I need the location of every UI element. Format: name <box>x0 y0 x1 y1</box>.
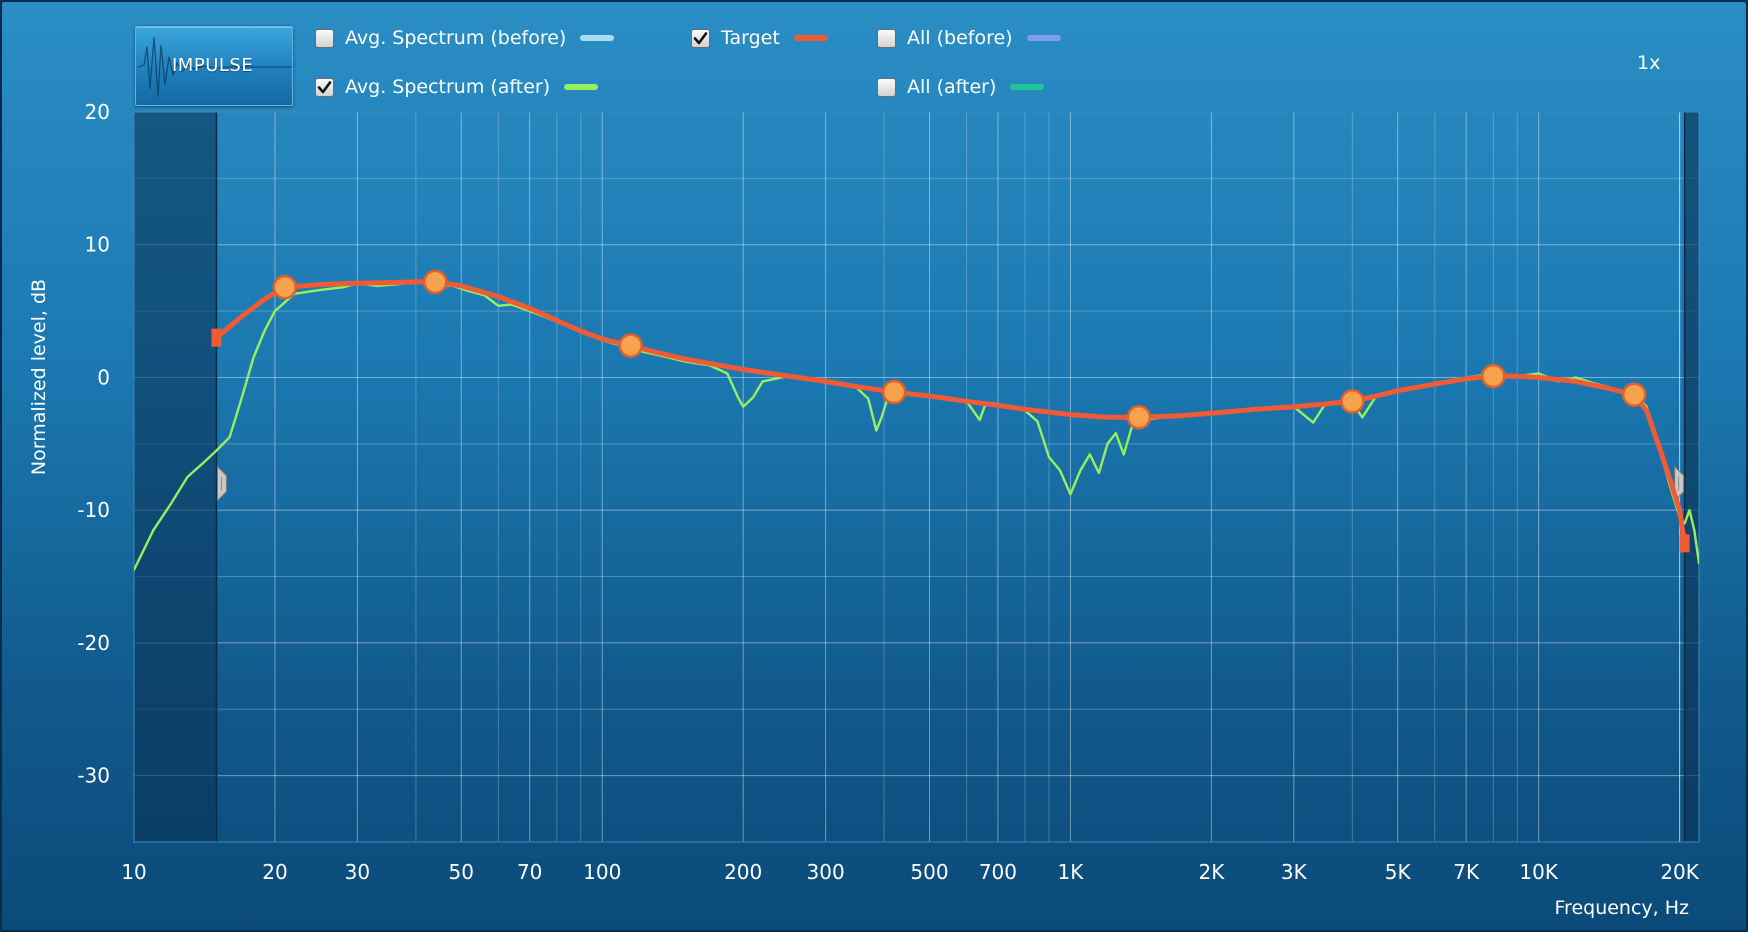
legend-target[interactable]: Target <box>691 23 828 53</box>
y-tick-label: -30 <box>77 764 110 788</box>
legend-avg-spectrum-before[interactable]: Avg. Spectrum (before) <box>315 23 615 53</box>
x-tick-label: 500 <box>910 860 948 884</box>
target-end-marker <box>1679 534 1690 553</box>
x-tick-label: 1K <box>1058 860 1085 884</box>
low-limit-shade <box>134 112 217 842</box>
y-tick-label: 0 <box>97 365 110 389</box>
x-tick-label: 200 <box>724 860 762 884</box>
legend-swatch-avg-spectrum-before <box>580 35 615 41</box>
checkbox-all-after[interactable] <box>877 77 896 97</box>
checkbox-avg-spectrum-after[interactable] <box>315 77 334 97</box>
x-tick-label: 50 <box>449 860 474 884</box>
target-control-point[interactable] <box>1340 389 1365 414</box>
target-control-point[interactable] <box>423 269 448 295</box>
legend-label-target: Target <box>721 27 780 49</box>
x-axis-title: Frequency, Hz <box>1555 897 1690 919</box>
legend-all-after[interactable]: All (after) <box>877 72 1045 102</box>
x-tick-label: 5K <box>1385 860 1412 884</box>
checkmark-icon <box>693 31 708 44</box>
y-axis-title: Normalized level, dB <box>28 279 50 475</box>
x-tick-label: 30 <box>345 860 370 884</box>
legend-label-avg-spectrum-before: Avg. Spectrum (before) <box>345 27 567 49</box>
legend-swatch-all-before <box>1026 35 1061 41</box>
zoom-level[interactable]: 1x <box>1637 52 1661 74</box>
checkbox-all-before[interactable] <box>877 28 896 48</box>
legend-swatch-avg-spectrum-after <box>564 84 599 90</box>
x-tick-label: 700 <box>979 860 1017 884</box>
target-control-point[interactable] <box>618 333 643 358</box>
legend-swatch-all-after <box>1010 84 1045 90</box>
high-limit-shade <box>1684 112 1699 842</box>
series-layer <box>134 279 1699 572</box>
target-control-point[interactable] <box>1126 405 1152 430</box>
target-start-marker <box>211 328 222 347</box>
target-control-point[interactable] <box>1621 382 1647 407</box>
checkbox-target[interactable] <box>691 28 710 48</box>
x-tick-label: 20 <box>262 860 287 884</box>
target-control-point[interactable] <box>272 274 298 300</box>
series-line-avg-spectrum-after <box>134 280 1699 572</box>
target-control-point[interactable] <box>881 379 907 405</box>
legend-label-avg-spectrum-after: Avg. Spectrum (after) <box>345 76 551 98</box>
series-line-target <box>214 279 1688 546</box>
plot-border <box>133 111 1700 843</box>
impulse-label: IMPULSE <box>172 55 254 76</box>
x-tick-label: 10K <box>1519 860 1558 884</box>
checkbox-avg-spectrum-before[interactable] <box>315 28 334 48</box>
legend-all-before[interactable]: All (before) <box>877 23 1061 53</box>
legend-label-all-before: All (before) <box>907 27 1013 49</box>
x-tick-label: 7K <box>1453 860 1480 884</box>
x-tick-label: 3K <box>1281 860 1308 884</box>
plot-layer <box>133 111 1700 843</box>
waveform-icon <box>137 36 292 98</box>
y-tick-label: -20 <box>77 631 110 655</box>
x-tick-label: 20K <box>1660 860 1699 884</box>
legend-avg-spectrum-after[interactable]: Avg. Spectrum (after) <box>315 72 599 102</box>
x-tick-label: 2K <box>1198 860 1225 884</box>
y-tick-label: 10 <box>85 233 110 257</box>
x-tick-label: 100 <box>583 860 621 884</box>
y-tick-label: 20 <box>85 100 110 124</box>
x-tick-label: 300 <box>807 860 845 884</box>
legend-swatch-target <box>793 35 828 41</box>
legend-label-all-after: All (after) <box>907 76 997 98</box>
impulse-button[interactable]: IMPULSE <box>135 26 293 106</box>
x-tick-label: 10 <box>121 860 146 884</box>
checkmark-icon <box>317 80 332 93</box>
y-tick-label: -10 <box>77 498 110 522</box>
target-control-point[interactable] <box>1481 363 1506 389</box>
x-tick-label: 70 <box>517 860 542 884</box>
